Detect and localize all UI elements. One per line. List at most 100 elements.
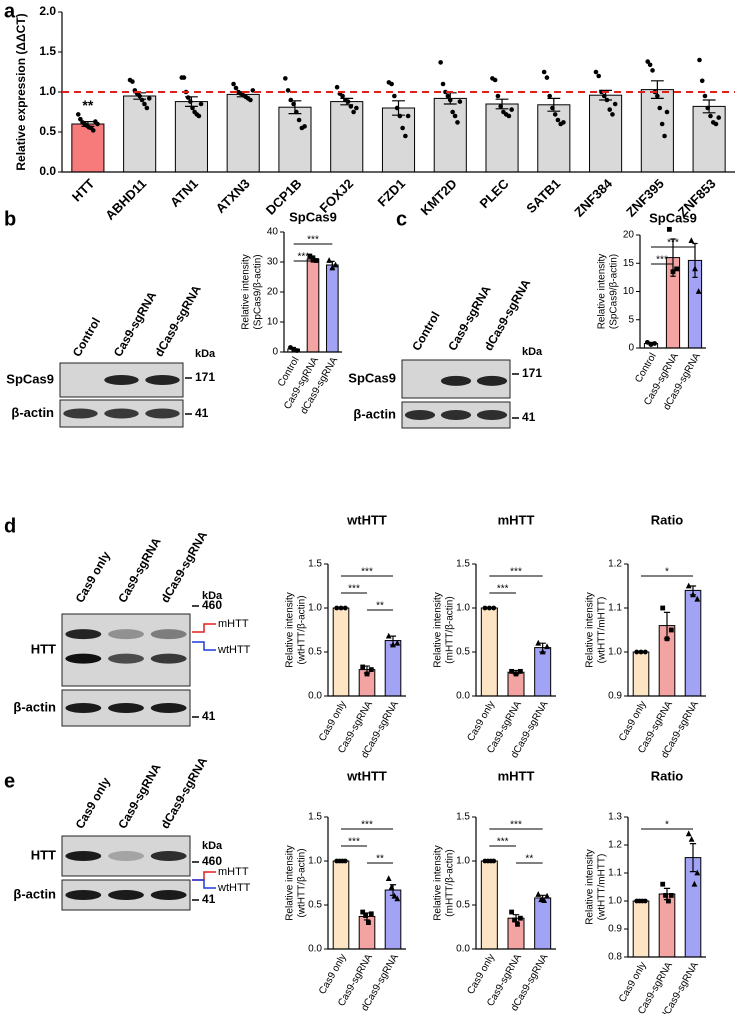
data-point [360,664,366,670]
data-point [695,288,702,294]
panel-label: c [396,208,407,230]
data-point [515,921,520,927]
blot-row-label: SpCas9 [348,370,396,385]
y-axis-label: (wtHTT/β-actin) [297,595,308,664]
y-tick-label: 1.5 [456,559,470,570]
axis [627,564,706,697]
data-point [392,93,397,99]
data-point [697,57,702,63]
data-point [294,109,299,115]
x-tick-label: FZD1 [374,176,408,210]
band-label: wtHTT [217,882,251,894]
blot-row-label: β-actin [353,406,396,421]
data-point [233,85,239,91]
y-axis-label: (mHTT/β-actin) [445,596,456,663]
data-point [552,112,558,117]
data-point [694,869,701,876]
data-point [400,125,405,131]
blot-band [65,629,102,640]
y-axis-label: (SpCas9/β-actin) [609,254,620,329]
y-tick-label: 1.1 [608,868,622,879]
blot-band [150,653,187,664]
data-point [491,858,497,864]
blot-band [104,375,139,385]
data-point [348,104,354,109]
data-point [607,107,613,112]
data-point [250,88,256,93]
data-point [405,113,411,119]
significance-label: *** [361,820,373,831]
data-point [604,97,610,103]
blot-band [150,703,187,713]
data-point [486,605,492,611]
significance-label: *** [361,567,373,578]
blot-band [108,703,144,713]
y-axis-label: Relative expression (ΔΔCT) [14,13,28,170]
data-point [601,93,607,99]
bar [384,640,402,697]
y-tick-label: 40 [267,227,279,238]
data-point [366,920,371,925]
x-tick-label: ATXN3 [213,176,253,216]
y-axis-label: (wtHTT/mHTT) [597,597,608,664]
data-point [334,605,340,611]
data-point [285,88,291,93]
band-label: mHTT [218,866,249,878]
data-point [288,97,294,103]
y-axis-label: (wtHTT/β-actin) [297,848,308,917]
chart-title: wtHTT [346,512,387,527]
data-point [666,898,671,904]
data-point [296,117,302,123]
blot-band [150,851,187,861]
data-point [634,649,640,655]
significance-label: *** [497,584,509,595]
data-point [692,265,698,272]
data-point [610,112,615,117]
data-point [550,105,555,111]
y-tick-label: 1.5 [456,812,470,823]
blot-band [65,653,102,664]
significance-label: ** [525,854,533,865]
blot-band [440,375,472,386]
kda-label: kDa [522,346,543,358]
data-point [644,339,650,345]
band-pointer [192,623,216,633]
data-point [340,93,345,99]
panel-label: b [4,208,16,230]
bar [381,107,416,173]
data-point [190,105,195,111]
data-point [650,68,655,73]
axis [283,232,342,353]
y-tick-label: 0.0 [456,691,470,702]
data-point [498,104,503,109]
y-tick-label: 1.0 [608,896,622,907]
data-point [291,101,296,107]
marker-weight: 41 [195,406,209,420]
y-tick-label: 15 [623,258,635,269]
axis [475,817,556,950]
blot-band [150,890,187,900]
kda-label: kDa [202,840,223,852]
band-pointer [192,871,216,881]
data-point [142,101,147,107]
lane-label: Cas9 only [73,775,114,831]
significance-label: *** [497,837,509,848]
y-tick-label: 1.5 [39,44,56,58]
data-point [593,69,599,75]
data-point [495,93,501,99]
bar [480,860,498,950]
blot-row-label: β-actin [11,405,54,420]
data-point [326,257,333,263]
data-point [685,582,692,589]
y-tick-label: 1.2 [608,559,622,570]
bar [123,95,157,173]
y-tick-label: 0.5 [308,900,322,911]
significance-label: ** [376,601,384,612]
y-tick-label: 2.0 [39,4,56,18]
panel-label: a [4,0,16,22]
y-axis-label: Relative intensity [433,592,444,668]
bar [326,264,339,353]
data-point [596,73,601,79]
data-point [329,264,336,271]
data-point [452,113,458,119]
